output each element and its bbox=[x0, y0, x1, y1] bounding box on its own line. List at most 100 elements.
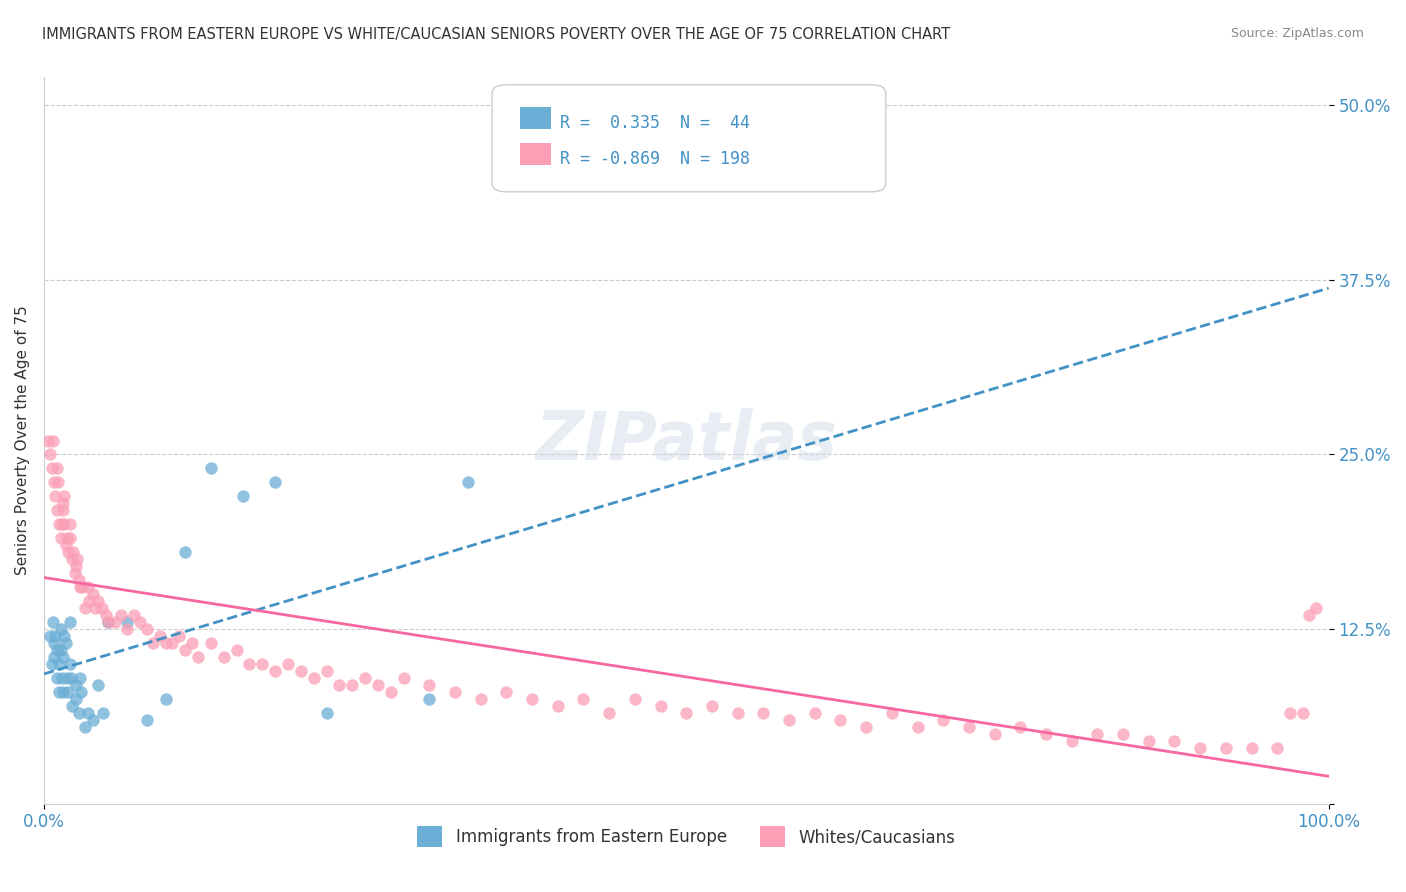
Point bbox=[354, 671, 377, 685]
Point bbox=[49, 622, 72, 636]
Point bbox=[778, 713, 800, 727]
Point bbox=[52, 496, 75, 510]
Point bbox=[1060, 733, 1083, 747]
Point bbox=[52, 503, 75, 517]
Point bbox=[155, 692, 177, 706]
Point bbox=[315, 706, 337, 720]
Text: Source: ZipAtlas.com: Source: ZipAtlas.com bbox=[1230, 27, 1364, 40]
Point bbox=[572, 692, 595, 706]
Point bbox=[73, 720, 96, 734]
Point bbox=[110, 608, 132, 623]
Point bbox=[1292, 706, 1315, 720]
Point bbox=[67, 706, 90, 720]
Point bbox=[49, 531, 72, 545]
Point bbox=[69, 580, 91, 594]
Point bbox=[252, 657, 274, 671]
Point bbox=[37, 434, 59, 448]
Point bbox=[73, 601, 96, 615]
Point bbox=[42, 615, 65, 629]
Point bbox=[49, 643, 72, 657]
Point bbox=[342, 678, 364, 692]
Point bbox=[87, 678, 110, 692]
Point bbox=[45, 461, 67, 475]
Legend: Immigrants from Eastern Europe, Whites/Caucasians: Immigrants from Eastern Europe, Whites/C… bbox=[411, 820, 962, 854]
Point bbox=[932, 713, 955, 727]
Point bbox=[52, 685, 75, 699]
Point bbox=[212, 650, 235, 665]
Point bbox=[58, 657, 80, 671]
Point bbox=[444, 685, 467, 699]
Point bbox=[675, 706, 697, 720]
Point bbox=[91, 706, 114, 720]
Point bbox=[1240, 740, 1263, 755]
Point bbox=[69, 671, 91, 685]
Point bbox=[142, 636, 165, 650]
Point bbox=[60, 552, 83, 566]
Point bbox=[148, 629, 170, 643]
Text: R = -0.869  N = 198: R = -0.869 N = 198 bbox=[560, 150, 749, 168]
Point bbox=[162, 636, 184, 650]
Point bbox=[58, 685, 80, 699]
Point bbox=[56, 671, 79, 685]
Point bbox=[1112, 727, 1135, 741]
Point bbox=[135, 713, 157, 727]
Point bbox=[51, 517, 73, 532]
Point bbox=[225, 643, 247, 657]
Point bbox=[60, 698, 83, 713]
Point bbox=[1010, 720, 1032, 734]
Point bbox=[65, 692, 87, 706]
Point bbox=[135, 622, 157, 636]
Point bbox=[58, 517, 80, 532]
Point bbox=[174, 545, 197, 559]
Point bbox=[45, 503, 67, 517]
Point bbox=[855, 720, 877, 734]
Point bbox=[367, 678, 389, 692]
Point bbox=[315, 664, 337, 678]
Point bbox=[65, 559, 87, 574]
Point bbox=[58, 615, 80, 629]
Point bbox=[1035, 727, 1057, 741]
Point bbox=[117, 615, 139, 629]
Point bbox=[55, 636, 77, 650]
Point bbox=[84, 601, 107, 615]
Point bbox=[752, 706, 775, 720]
Point bbox=[418, 692, 440, 706]
Point bbox=[82, 713, 104, 727]
Point bbox=[495, 685, 517, 699]
Point bbox=[76, 706, 98, 720]
Point bbox=[39, 448, 62, 462]
Point bbox=[470, 692, 492, 706]
Point bbox=[76, 580, 98, 594]
Point bbox=[830, 713, 852, 727]
Point bbox=[52, 650, 75, 665]
Y-axis label: Seniors Poverty Over the Age of 75: Seniors Poverty Over the Age of 75 bbox=[15, 306, 30, 575]
Point bbox=[53, 489, 76, 503]
Point bbox=[547, 698, 569, 713]
Point bbox=[59, 671, 82, 685]
Point bbox=[520, 692, 543, 706]
Point bbox=[39, 629, 62, 643]
Text: R =  0.335  N =  44: R = 0.335 N = 44 bbox=[560, 114, 749, 132]
Point bbox=[264, 475, 287, 490]
Point bbox=[129, 615, 152, 629]
Point bbox=[56, 531, 79, 545]
Point bbox=[48, 517, 70, 532]
Point bbox=[45, 671, 67, 685]
Point bbox=[380, 685, 402, 699]
Point bbox=[63, 566, 86, 581]
Point bbox=[418, 678, 440, 692]
Point bbox=[200, 636, 222, 650]
Point bbox=[48, 657, 70, 671]
Point bbox=[66, 552, 89, 566]
Point bbox=[232, 489, 254, 503]
Point bbox=[44, 475, 66, 490]
Point bbox=[122, 608, 145, 623]
Point bbox=[44, 636, 66, 650]
Point bbox=[1215, 740, 1237, 755]
Point bbox=[41, 461, 63, 475]
Point bbox=[167, 629, 190, 643]
Point bbox=[94, 608, 117, 623]
Point bbox=[97, 615, 120, 629]
Point bbox=[48, 685, 70, 699]
Point bbox=[264, 664, 287, 678]
